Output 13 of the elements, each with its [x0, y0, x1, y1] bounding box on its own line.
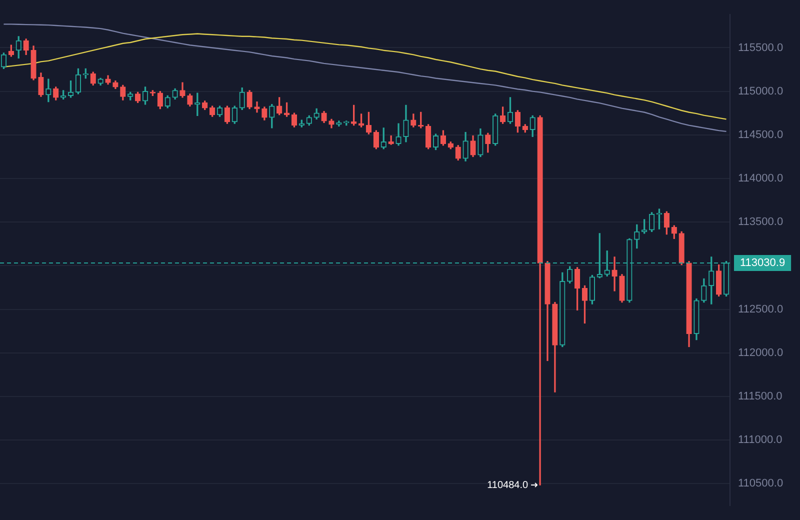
y-tick-label: 112000.0 [738, 346, 784, 359]
y-tick-label: 112500.0 [738, 303, 784, 316]
y-tick-label: 110500.0 [738, 478, 784, 490]
y-tick-label: 115500.0 [738, 42, 784, 54]
y-tick-label: 115000.0 [738, 85, 784, 98]
y-tick-label: 113500.0 [738, 216, 784, 228]
candlestick [612, 256, 618, 292]
y-tick-label: 111000.0 [738, 434, 782, 446]
y-tick-label: 114500.0 [738, 128, 784, 141]
ref-line-label: 113030.9 [740, 257, 786, 270]
y-tick-label: 114000.0 [738, 172, 784, 185]
y-tick-label: 111500.0 [738, 390, 782, 402]
annotation: 110484.0 [487, 480, 528, 491]
